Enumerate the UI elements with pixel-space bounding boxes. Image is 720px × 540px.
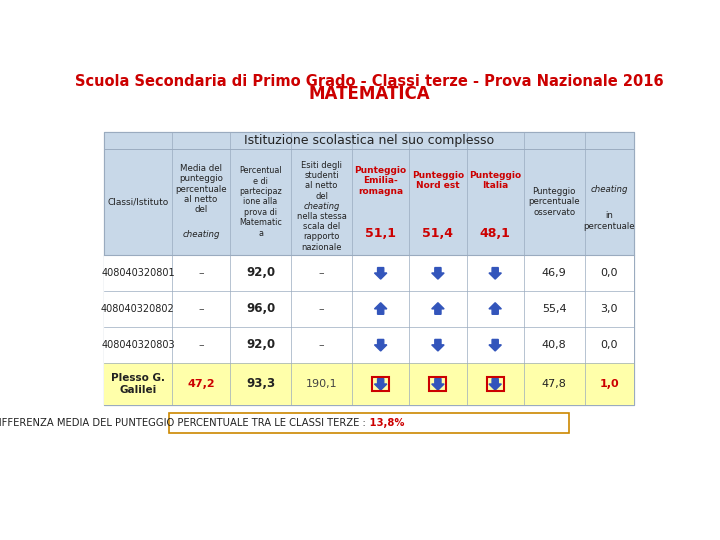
Bar bbox=[104, 132, 634, 405]
Text: Classi/Istituto: Classi/Istituto bbox=[107, 197, 168, 206]
Text: 190,1: 190,1 bbox=[306, 379, 338, 389]
Text: Punteggio
Italia: Punteggio Italia bbox=[469, 171, 521, 190]
Bar bbox=[429, 377, 446, 391]
Text: Esiti degli
studenti
al netto
del: Esiti degli studenti al netto del bbox=[301, 160, 342, 201]
Text: –: – bbox=[198, 268, 204, 278]
Polygon shape bbox=[432, 379, 444, 390]
Text: 96,0: 96,0 bbox=[246, 302, 275, 315]
Text: Media del
punteggio
percentuale
al netto
del: Media del punteggio percentuale al netto… bbox=[175, 164, 227, 214]
Text: –: – bbox=[319, 304, 325, 314]
Polygon shape bbox=[489, 267, 501, 279]
Text: cheating: cheating bbox=[303, 201, 340, 211]
Text: in
percentuale: in percentuale bbox=[584, 211, 635, 231]
Text: –: – bbox=[198, 304, 204, 314]
Text: –: – bbox=[319, 268, 325, 278]
Text: 47,2: 47,2 bbox=[187, 379, 215, 389]
Text: Punteggio
percentuale
osservato: Punteggio percentuale osservato bbox=[528, 187, 580, 217]
Bar bbox=[104, 148, 634, 255]
Polygon shape bbox=[432, 267, 444, 279]
Text: nella stessa
scala del
rapporto
nazionale: nella stessa scala del rapporto nazional… bbox=[297, 212, 346, 252]
Bar bbox=[169, 413, 569, 433]
Text: 1,0: 1,0 bbox=[600, 379, 619, 389]
Polygon shape bbox=[374, 303, 387, 314]
Bar bbox=[104, 363, 634, 405]
Bar bbox=[487, 377, 504, 391]
Text: 46,9: 46,9 bbox=[542, 268, 567, 278]
Text: Istituzione scolastica nel suo complesso: Istituzione scolastica nel suo complesso bbox=[244, 134, 494, 147]
Text: 55,4: 55,4 bbox=[542, 304, 567, 314]
Text: Percentual
e di
partecipaz
ione alla
prova di
Matematic
a: Percentual e di partecipaz ione alla pro… bbox=[239, 166, 282, 238]
Text: 92,0: 92,0 bbox=[246, 266, 275, 280]
Polygon shape bbox=[374, 267, 387, 279]
Text: 3,0: 3,0 bbox=[600, 304, 618, 314]
Text: Punteggio
Emilia-
romagna: Punteggio Emilia- romagna bbox=[354, 166, 407, 195]
Bar bbox=[372, 377, 390, 391]
Text: DIFFERENZA MEDIA DEL PUNTEGGIO PERCENTUALE TRA LE CLASSI TERZE :: DIFFERENZA MEDIA DEL PUNTEGGIO PERCENTUA… bbox=[0, 418, 366, 428]
Polygon shape bbox=[374, 379, 387, 390]
Text: –: – bbox=[319, 340, 325, 350]
Bar bbox=[104, 255, 634, 291]
Text: 0,0: 0,0 bbox=[600, 268, 618, 278]
Bar bbox=[104, 327, 634, 363]
Text: cheating: cheating bbox=[182, 230, 220, 239]
Polygon shape bbox=[489, 303, 501, 314]
Text: 13,8%: 13,8% bbox=[366, 418, 405, 428]
Text: 40,8: 40,8 bbox=[542, 340, 567, 350]
Text: 93,3: 93,3 bbox=[246, 377, 275, 390]
Polygon shape bbox=[374, 340, 387, 351]
Text: 47,8: 47,8 bbox=[542, 379, 567, 389]
Text: 92,0: 92,0 bbox=[246, 339, 275, 352]
Polygon shape bbox=[432, 303, 444, 314]
Text: 48,1: 48,1 bbox=[480, 227, 510, 240]
Text: 0,0: 0,0 bbox=[600, 340, 618, 350]
Text: Scuola Secondaria di Primo Grado - Classi terze - Prova Nazionale 2016: Scuola Secondaria di Primo Grado - Class… bbox=[75, 74, 663, 89]
Text: MATEMATICA: MATEMATICA bbox=[308, 85, 430, 103]
Text: 51,1: 51,1 bbox=[365, 227, 396, 240]
Bar bbox=[104, 132, 634, 405]
Text: –: – bbox=[198, 340, 204, 350]
Text: cheating: cheating bbox=[590, 185, 628, 194]
Text: 51,4: 51,4 bbox=[423, 227, 454, 240]
Bar bbox=[104, 291, 634, 327]
Polygon shape bbox=[432, 340, 444, 351]
Text: 408040320803: 408040320803 bbox=[101, 340, 175, 350]
Text: Punteggio
Nord est: Punteggio Nord est bbox=[412, 171, 464, 190]
Polygon shape bbox=[489, 340, 501, 351]
Text: 408040320802: 408040320802 bbox=[101, 304, 175, 314]
Bar bbox=[104, 132, 634, 148]
Polygon shape bbox=[489, 379, 501, 390]
Text: Plesso G.
Galilei: Plesso G. Galilei bbox=[111, 373, 165, 395]
Text: 408040320801: 408040320801 bbox=[101, 268, 175, 278]
